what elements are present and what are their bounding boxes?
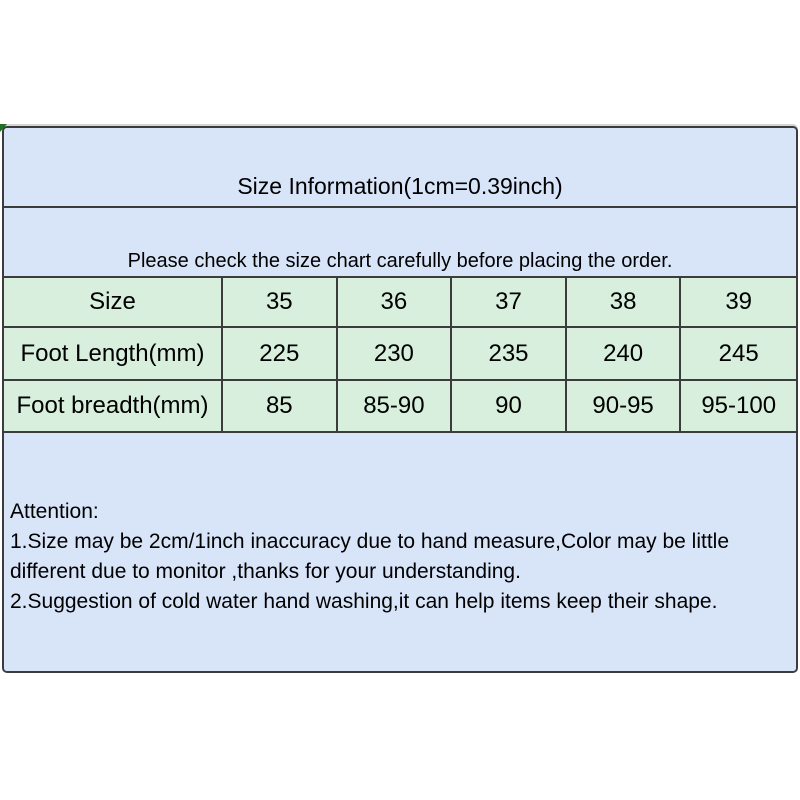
foot-breadth-value: 85-90 — [337, 381, 453, 431]
attention-heading: Attention: — [10, 500, 99, 523]
attention-section: Attention: 1.Size may be 2cm/1inch inacc… — [4, 433, 796, 671]
table-row-foot-breadth: Foot breadth(mm) 85 85-90 90 90-95 95-10… — [4, 381, 796, 433]
foot-length-value: 235 — [452, 328, 567, 379]
size-info-panel: Size Information(1cm=0.39inch) Please ch… — [2, 126, 798, 673]
size-value: 35 — [223, 278, 338, 326]
foot-length-value: 225 — [223, 328, 338, 379]
size-value: 36 — [337, 278, 453, 326]
size-value: 37 — [452, 278, 567, 326]
foot-breadth-value: 85 — [223, 381, 338, 431]
foot-breadth-value: 90 — [452, 381, 567, 431]
size-value: 39 — [681, 278, 796, 326]
size-value: 38 — [566, 278, 682, 326]
page-title: Size Information(1cm=0.39inch) — [4, 128, 796, 208]
table-row-foot-length: Foot Length(mm) 225 230 235 240 245 — [4, 328, 796, 381]
foot-breadth-value: 95-100 — [681, 381, 796, 431]
attention-line-1: 1.Size may be 2cm/1inch inaccuracy due t… — [10, 530, 730, 583]
row-header-foot-length: Foot Length(mm) — [4, 328, 223, 379]
row-header-size: Size — [4, 278, 223, 326]
foot-length-value: 230 — [337, 328, 453, 379]
foot-breadth-value: 90-95 — [566, 381, 682, 431]
size-chart-notice: Please check the size chart carefully be… — [4, 208, 796, 278]
green-corner-artifact — [0, 124, 7, 132]
table-row-size: Size 35 36 37 38 39 — [4, 278, 796, 328]
row-header-foot-breadth: Foot breadth(mm) — [4, 381, 223, 431]
attention-line-2: 2.Suggestion of cold water hand washing,… — [10, 590, 718, 613]
foot-length-value: 240 — [566, 328, 682, 379]
foot-length-value: 245 — [681, 328, 796, 379]
